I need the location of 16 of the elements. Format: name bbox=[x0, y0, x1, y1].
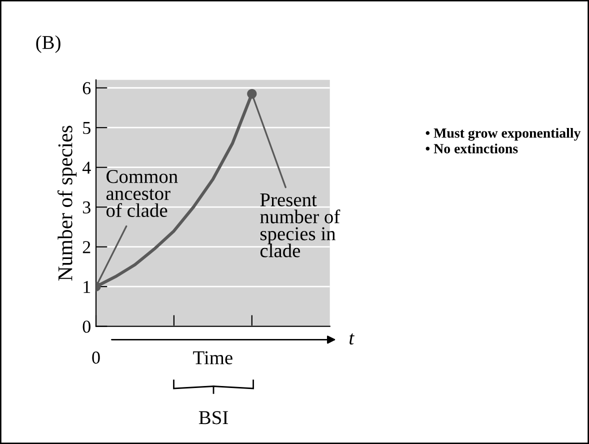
text: t bbox=[350, 333, 354, 345]
y-tick-label: 0 bbox=[82, 320, 90, 333]
text: BSI bbox=[198, 411, 228, 424]
text: 0 bbox=[92, 352, 100, 364]
x-axis-title: Time bbox=[193, 351, 232, 364]
y-tick-label: 1 bbox=[84, 280, 90, 293]
annotation: Common ancestor of clade bbox=[106, 170, 178, 218]
y-tick-label: 4 bbox=[82, 162, 91, 174]
y-axis-title: Number of species bbox=[57, 126, 77, 281]
annotation: Present number of species in clade bbox=[260, 193, 340, 258]
y-tick-label: 6 bbox=[82, 82, 91, 94]
y-tick-label: 3 bbox=[82, 201, 90, 214]
text: (B) bbox=[36, 35, 60, 53]
y-tick-label: 5 bbox=[83, 122, 90, 134]
y-tick-label: 2 bbox=[82, 241, 90, 254]
text: • Must grow exponentially • No extinctions bbox=[426, 128, 581, 154]
